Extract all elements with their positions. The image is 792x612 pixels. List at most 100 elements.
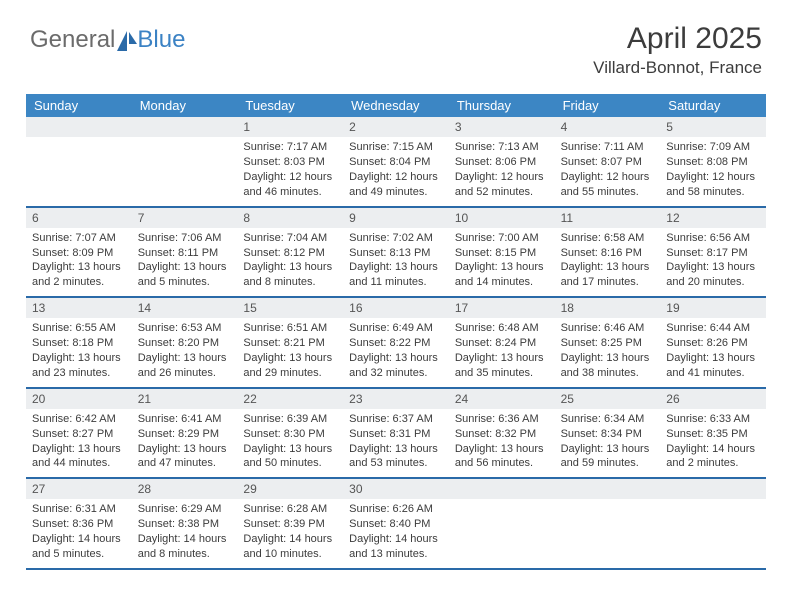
- daylight-text: Daylight: 12 hours and 49 minutes.: [349, 170, 443, 200]
- day-number: 26: [660, 389, 766, 409]
- calendar-cell: 6Sunrise: 7:07 AMSunset: 8:09 PMDaylight…: [26, 208, 132, 297]
- daylight-text: Daylight: 13 hours and 41 minutes.: [666, 351, 760, 381]
- sunset-text: Sunset: 8:12 PM: [243, 246, 337, 261]
- week-row: 13Sunrise: 6:55 AMSunset: 8:18 PMDayligh…: [26, 298, 766, 389]
- location-subtitle: Villard-Bonnot, France: [593, 58, 762, 78]
- sunrise-text: Sunrise: 6:31 AM: [32, 502, 126, 517]
- sunrise-text: Sunrise: 7:11 AM: [561, 140, 655, 155]
- calendar-cell: 30Sunrise: 6:26 AMSunset: 8:40 PMDayligh…: [343, 479, 449, 568]
- sunset-text: Sunset: 8:07 PM: [561, 155, 655, 170]
- daylight-text: Daylight: 13 hours and 5 minutes.: [138, 260, 232, 290]
- sunset-text: Sunset: 8:34 PM: [561, 427, 655, 442]
- day-number: 23: [343, 389, 449, 409]
- day-number: 30: [343, 479, 449, 499]
- calendar-cell: 13Sunrise: 6:55 AMSunset: 8:18 PMDayligh…: [26, 298, 132, 387]
- daylight-text: Daylight: 13 hours and 35 minutes.: [455, 351, 549, 381]
- sunrise-text: Sunrise: 6:37 AM: [349, 412, 443, 427]
- month-title: April 2025: [593, 22, 762, 56]
- sunrise-text: Sunrise: 7:00 AM: [455, 231, 549, 246]
- sunset-text: Sunset: 8:16 PM: [561, 246, 655, 261]
- calendar-cell: 22Sunrise: 6:39 AMSunset: 8:30 PMDayligh…: [237, 389, 343, 478]
- day-header-row: Sunday Monday Tuesday Wednesday Thursday…: [26, 94, 766, 117]
- daylight-text: Daylight: 14 hours and 10 minutes.: [243, 532, 337, 562]
- sunset-text: Sunset: 8:35 PM: [666, 427, 760, 442]
- day-number: 21: [132, 389, 238, 409]
- calendar-cell: 12Sunrise: 6:56 AMSunset: 8:17 PMDayligh…: [660, 208, 766, 297]
- logo-text-blue: Blue: [137, 26, 185, 54]
- day-number: [26, 117, 132, 137]
- sunset-text: Sunset: 8:38 PM: [138, 517, 232, 532]
- day-number: [660, 479, 766, 499]
- daylight-text: Daylight: 13 hours and 2 minutes.: [32, 260, 126, 290]
- week-row: 27Sunrise: 6:31 AMSunset: 8:36 PMDayligh…: [26, 479, 766, 570]
- calendar-cell: 14Sunrise: 6:53 AMSunset: 8:20 PMDayligh…: [132, 298, 238, 387]
- sunrise-text: Sunrise: 6:49 AM: [349, 321, 443, 336]
- day-header-thursday: Thursday: [449, 94, 555, 117]
- day-header-sunday: Sunday: [26, 94, 132, 117]
- calendar-cell: [555, 479, 661, 568]
- day-header-friday: Friday: [555, 94, 661, 117]
- sunset-text: Sunset: 8:39 PM: [243, 517, 337, 532]
- sunrise-text: Sunrise: 6:26 AM: [349, 502, 443, 517]
- week-row: 20Sunrise: 6:42 AMSunset: 8:27 PMDayligh…: [26, 389, 766, 480]
- daylight-text: Daylight: 13 hours and 20 minutes.: [666, 260, 760, 290]
- day-number: 22: [237, 389, 343, 409]
- daylight-text: Daylight: 13 hours and 8 minutes.: [243, 260, 337, 290]
- sunset-text: Sunset: 8:26 PM: [666, 336, 760, 351]
- calendar-cell: 5Sunrise: 7:09 AMSunset: 8:08 PMDaylight…: [660, 117, 766, 206]
- sunset-text: Sunset: 8:40 PM: [349, 517, 443, 532]
- day-number: 4: [555, 117, 661, 137]
- sunrise-text: Sunrise: 6:58 AM: [561, 231, 655, 246]
- day-number: 15: [237, 298, 343, 318]
- day-number: 16: [343, 298, 449, 318]
- calendar-cell: [132, 117, 238, 206]
- day-number: 19: [660, 298, 766, 318]
- sunrise-text: Sunrise: 7:15 AM: [349, 140, 443, 155]
- day-number: 20: [26, 389, 132, 409]
- daylight-text: Daylight: 13 hours and 14 minutes.: [455, 260, 549, 290]
- daylight-text: Daylight: 12 hours and 52 minutes.: [455, 170, 549, 200]
- day-header-tuesday: Tuesday: [237, 94, 343, 117]
- calendar-cell: 16Sunrise: 6:49 AMSunset: 8:22 PMDayligh…: [343, 298, 449, 387]
- calendar-cell: 9Sunrise: 7:02 AMSunset: 8:13 PMDaylight…: [343, 208, 449, 297]
- daylight-text: Daylight: 13 hours and 56 minutes.: [455, 442, 549, 472]
- sunrise-text: Sunrise: 6:55 AM: [32, 321, 126, 336]
- daylight-text: Daylight: 13 hours and 17 minutes.: [561, 260, 655, 290]
- day-number: 6: [26, 208, 132, 228]
- sunrise-text: Sunrise: 6:53 AM: [138, 321, 232, 336]
- sunset-text: Sunset: 8:18 PM: [32, 336, 126, 351]
- sunrise-text: Sunrise: 6:33 AM: [666, 412, 760, 427]
- day-number: 11: [555, 208, 661, 228]
- day-number: 17: [449, 298, 555, 318]
- day-number: 25: [555, 389, 661, 409]
- sunset-text: Sunset: 8:11 PM: [138, 246, 232, 261]
- daylight-text: Daylight: 13 hours and 26 minutes.: [138, 351, 232, 381]
- sunrise-text: Sunrise: 6:39 AM: [243, 412, 337, 427]
- day-number: [555, 479, 661, 499]
- daylight-text: Daylight: 14 hours and 8 minutes.: [138, 532, 232, 562]
- sunrise-text: Sunrise: 7:13 AM: [455, 140, 549, 155]
- daylight-text: Daylight: 13 hours and 11 minutes.: [349, 260, 443, 290]
- day-number: 28: [132, 479, 238, 499]
- sunset-text: Sunset: 8:04 PM: [349, 155, 443, 170]
- daylight-text: Daylight: 13 hours and 59 minutes.: [561, 442, 655, 472]
- day-number: 3: [449, 117, 555, 137]
- sunrise-text: Sunrise: 6:42 AM: [32, 412, 126, 427]
- sunrise-text: Sunrise: 7:02 AM: [349, 231, 443, 246]
- sunrise-text: Sunrise: 7:17 AM: [243, 140, 337, 155]
- day-number: 5: [660, 117, 766, 137]
- day-number: 2: [343, 117, 449, 137]
- calendar-cell: 15Sunrise: 6:51 AMSunset: 8:21 PMDayligh…: [237, 298, 343, 387]
- calendar-cell: 21Sunrise: 6:41 AMSunset: 8:29 PMDayligh…: [132, 389, 238, 478]
- daylight-text: Daylight: 13 hours and 47 minutes.: [138, 442, 232, 472]
- sunset-text: Sunset: 8:03 PM: [243, 155, 337, 170]
- day-number: 29: [237, 479, 343, 499]
- sunrise-text: Sunrise: 6:51 AM: [243, 321, 337, 336]
- calendar-cell: 8Sunrise: 7:04 AMSunset: 8:12 PMDaylight…: [237, 208, 343, 297]
- day-number: 10: [449, 208, 555, 228]
- calendar-cell: 7Sunrise: 7:06 AMSunset: 8:11 PMDaylight…: [132, 208, 238, 297]
- calendar-cell: 10Sunrise: 7:00 AMSunset: 8:15 PMDayligh…: [449, 208, 555, 297]
- sunrise-text: Sunrise: 6:48 AM: [455, 321, 549, 336]
- calendar-cell: 23Sunrise: 6:37 AMSunset: 8:31 PMDayligh…: [343, 389, 449, 478]
- sunset-text: Sunset: 8:08 PM: [666, 155, 760, 170]
